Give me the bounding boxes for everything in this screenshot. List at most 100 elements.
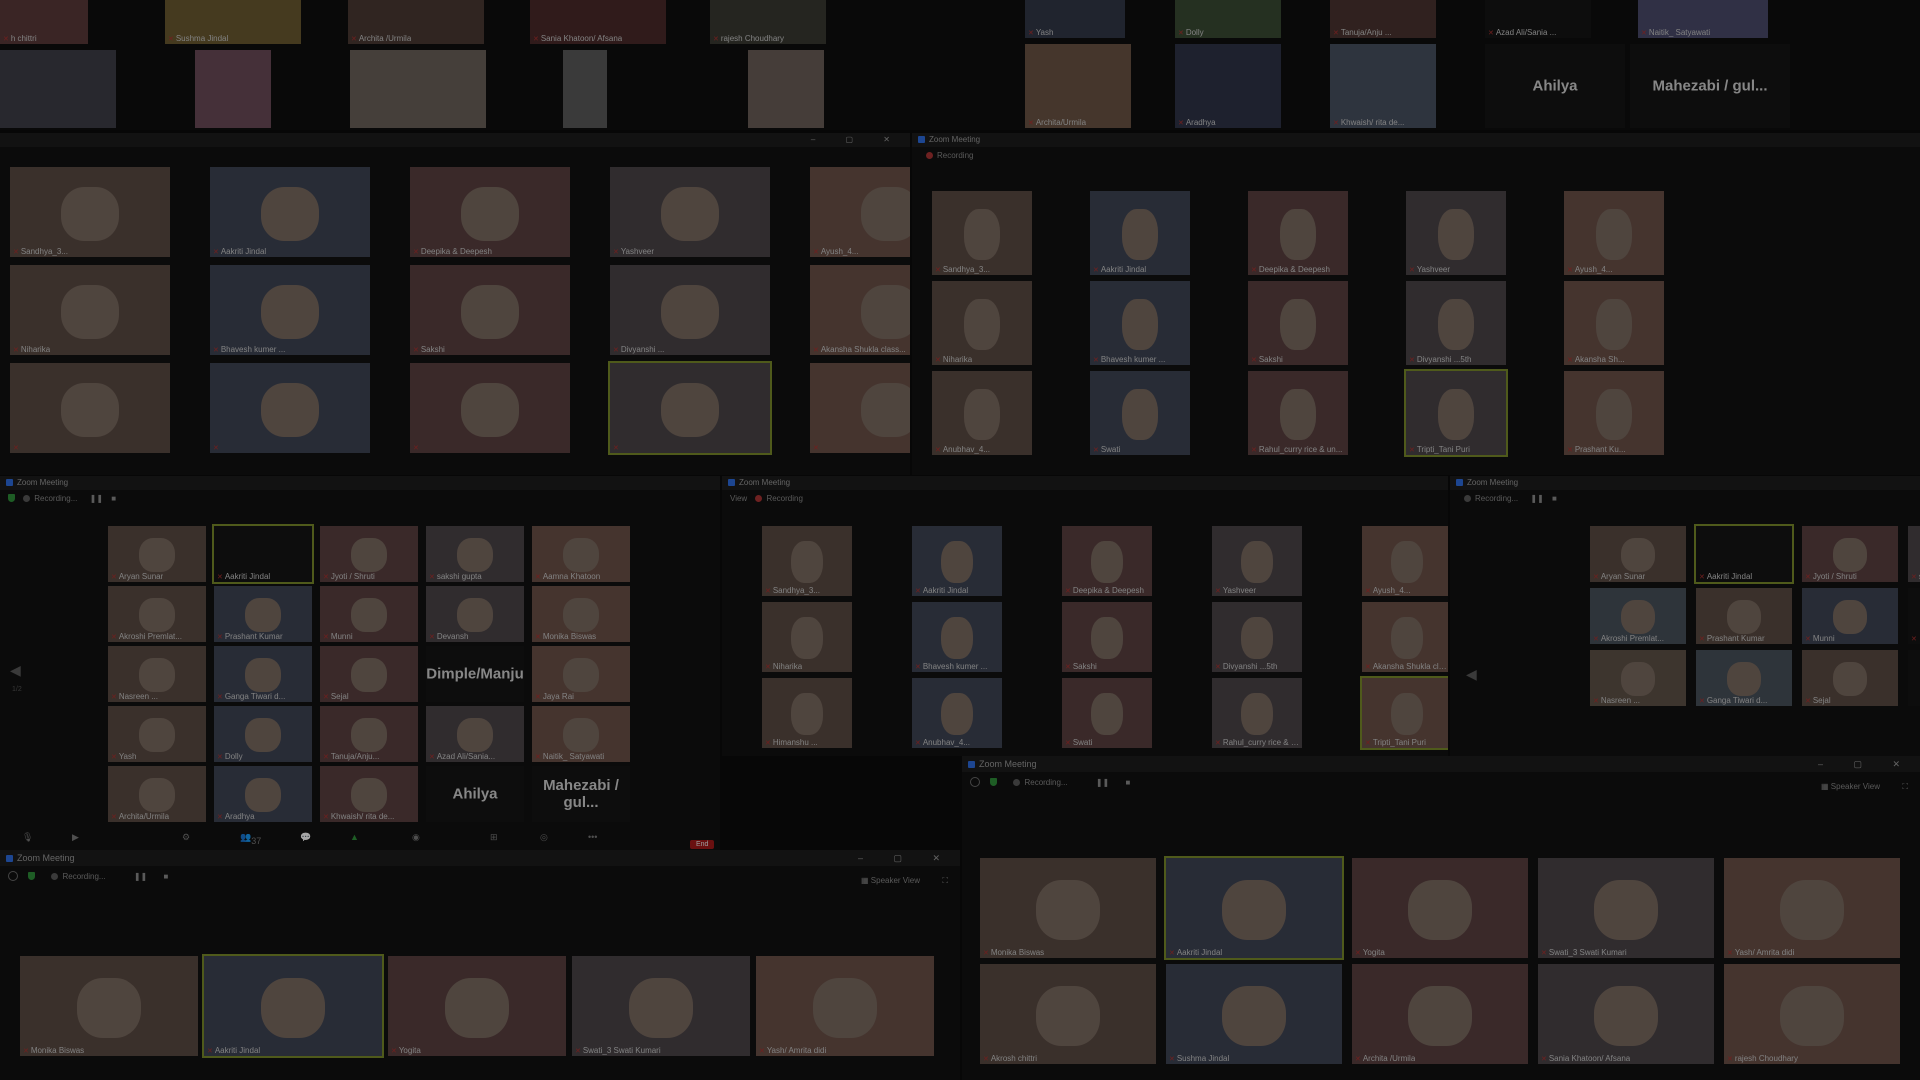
participant-tile[interactable]: Tripti_Tani Puri <box>1360 676 1448 750</box>
participant-tile[interactable]: Sandhya_3... <box>762 526 852 596</box>
participant-tile[interactable]: Archita/Urmila <box>108 766 206 822</box>
participant-tile[interactable]: Himanshu ... <box>762 678 852 748</box>
participant-tile[interactable]: Khwaish/ rita de... <box>1330 44 1436 128</box>
participant-tile[interactable]: Munni <box>1802 588 1898 644</box>
participant-tile[interactable] <box>810 363 910 453</box>
speaker-view-button[interactable]: ▦ Speaker View <box>1821 782 1880 791</box>
more-icon[interactable]: ••• <box>588 832 598 842</box>
participant-tile[interactable] <box>748 50 824 128</box>
participant-tile[interactable]: Sania Khatoon/ Afsana <box>1538 964 1714 1064</box>
participant-tile[interactable]: Sejal <box>320 646 418 702</box>
participant-tile[interactable]: Rahul_curry rice & un... <box>1248 371 1348 455</box>
pause-recording-icon[interactable]: ❚❚ <box>1095 778 1110 787</box>
participant-tile[interactable]: Jyoti / Shruti <box>1802 526 1898 582</box>
participant-tile[interactable]: Akroshi Premlat... <box>108 586 206 642</box>
participant-tile[interactable]: Ayush_4... <box>1362 526 1448 596</box>
participant-tile[interactable]: Tanuja/Anju... <box>320 706 418 762</box>
participant-tile[interactable]: Deepika & Deepesh <box>1062 526 1152 596</box>
participant-tile[interactable]: Ayush_4... <box>1564 191 1664 275</box>
speaker-view-button[interactable]: ▦ Speaker View <box>861 876 920 885</box>
participant-tile[interactable]: Yash <box>1025 0 1125 38</box>
participant-tile[interactable]: Dim... <box>1908 650 1920 706</box>
prev-page-arrow-icon[interactable]: ◀ <box>10 662 21 678</box>
end-meeting-button[interactable]: End <box>690 840 715 849</box>
participant-tile[interactable]: Prashant Ku... <box>1564 371 1664 455</box>
participant-tile[interactable]: Monika Biswas <box>980 858 1156 958</box>
participant-tile[interactable]: Akansha Shukla class... <box>1362 602 1448 672</box>
participant-tile[interactable]: rajesh Choudhary <box>1724 964 1900 1064</box>
participant-tile[interactable]: sakshi gupta <box>1908 526 1920 582</box>
participant-tile[interactable]: Aradhya <box>214 766 312 822</box>
participant-tile[interactable]: Azad Ali/Sania ... <box>1485 0 1591 38</box>
pause-recording-icon[interactable]: ❚❚ <box>1530 494 1544 503</box>
participant-tile[interactable]: Monika Biswas <box>20 956 198 1056</box>
participant-tile[interactable]: Yogita <box>388 956 566 1056</box>
participant-tile[interactable]: Archita /Urmila <box>1352 964 1528 1064</box>
participant-tile[interactable]: Yogita <box>1352 858 1528 958</box>
participant-tile[interactable] <box>10 363 170 453</box>
participant-tile[interactable]: Divyanshi ... <box>610 265 770 355</box>
participant-tile[interactable]: Yashveer <box>610 167 770 257</box>
pause-recording-icon[interactable]: ❚❚ <box>133 872 148 881</box>
participant-tile[interactable]: Akansha Shukla class... <box>810 265 910 355</box>
participant-tile[interactable]: Archita/Urmila <box>1025 44 1131 128</box>
participant-tile[interactable]: Anubhav_4... <box>912 678 1002 748</box>
participant-tile[interactable]: sakshi gupta <box>426 526 524 582</box>
participant-tile[interactable]: Yash <box>108 706 206 762</box>
participant-tile[interactable]: Yash/ Amrita didi <box>1724 858 1900 958</box>
apps-icon[interactable]: ◎ <box>540 832 548 842</box>
participant-tile[interactable]: Sushma Jindal <box>165 0 301 44</box>
participant-tile[interactable]: Archita /Urmila <box>348 0 484 44</box>
participant-tile[interactable]: Ahilya <box>426 766 524 822</box>
participant-tile[interactable]: Anubhav_4... <box>932 371 1032 455</box>
participant-tile[interactable]: Ahilya <box>1485 44 1625 128</box>
chat-icon[interactable]: 💬 <box>300 832 312 842</box>
participant-tile[interactable]: Niharika <box>10 265 170 355</box>
participant-tile[interactable] <box>210 363 370 453</box>
participant-tile[interactable]: Munni <box>320 586 418 642</box>
meeting-info-icon[interactable] <box>970 777 980 787</box>
window-controls[interactable]: – ▢ ✕ <box>1817 759 1914 769</box>
window-controls[interactable]: – ▢ ✕ <box>810 135 904 144</box>
stop-recording-icon[interactable]: ■ <box>1125 778 1131 787</box>
participant-tile[interactable]: Akansha Sh... <box>1564 281 1664 365</box>
participant-tile[interactable]: Devansh <box>426 586 524 642</box>
participant-tile[interactable]: Nasreen ... <box>108 646 206 702</box>
participant-tile[interactable] <box>195 50 271 128</box>
participant-tile[interactable]: Bhavesh kumer ... <box>210 265 370 355</box>
participant-tile[interactable]: Yashveer <box>1212 526 1302 596</box>
participant-tile[interactable]: Niharika <box>762 602 852 672</box>
window-controls[interactable]: – ▢ ✕ <box>857 853 954 863</box>
participant-tile[interactable]: Bhavesh kumer ... <box>1090 281 1190 365</box>
mic-icon[interactable]: 🎙 <box>22 832 34 842</box>
participant-tile[interactable]: Prashant Kumar <box>1696 588 1792 644</box>
participant-tile[interactable]: Swati <box>1090 371 1190 455</box>
stop-recording-icon[interactable]: ■ <box>1552 494 1557 503</box>
participant-tile[interactable]: Aryan Sunar <box>108 526 206 582</box>
participant-tile[interactable]: Ganga Tiwari d... <box>214 646 312 702</box>
participant-tile[interactable] <box>0 50 116 128</box>
stop-recording-icon[interactable]: ■ <box>163 872 169 881</box>
participant-tile[interactable]: Sania Khatoon/ Afsana <box>530 0 666 44</box>
participant-tile[interactable]: Aakriti Jindal <box>1090 191 1190 275</box>
video-icon[interactable]: ▶ <box>72 832 79 842</box>
participant-tile[interactable]: Sandhya_3... <box>10 167 170 257</box>
participant-tile[interactable]: Aakriti Jindal <box>210 167 370 257</box>
participant-tile[interactable]: Naitik_ Satyawati <box>1638 0 1768 38</box>
participant-tile[interactable] <box>563 50 607 128</box>
reactions-icon[interactable]: ⊞ <box>490 832 498 842</box>
pause-recording-icon[interactable]: ❚❚ <box>89 494 104 503</box>
stop-recording-icon[interactable]: ■ <box>111 494 117 503</box>
participant-tile[interactable]: Sushma Jindal <box>1166 964 1342 1064</box>
participant-tile[interactable]: Aakriti Jindal <box>1164 856 1344 960</box>
participant-tile[interactable]: Deepika & Deepesh <box>1248 191 1348 275</box>
participant-tile[interactable]: Tanuja/Anju ... <box>1330 0 1436 38</box>
participant-tile[interactable]: Aryan Sunar <box>1590 526 1686 582</box>
participant-tile[interactable]: Dimple/Manju <box>426 646 524 702</box>
participants-icon[interactable]: 👥 37 <box>240 832 262 846</box>
participant-tile[interactable]: Bhavesh kumer ... <box>912 602 1002 672</box>
participant-tile[interactable]: Prashant Kumar <box>214 586 312 642</box>
participant-tile[interactable]: Divyanshi ...5th <box>1212 602 1302 672</box>
participant-tile[interactable]: rajesh Choudhary <box>710 0 826 44</box>
participant-tile[interactable]: Monika Biswas <box>532 586 630 642</box>
